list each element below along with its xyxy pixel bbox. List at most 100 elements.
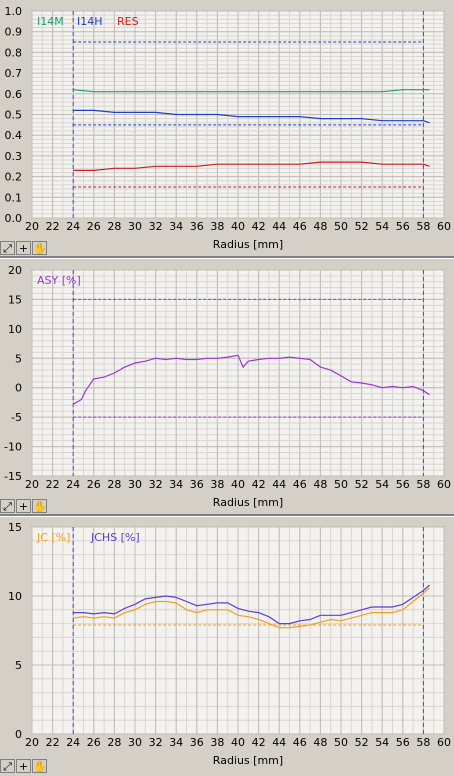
x-tick-label: 40	[231, 478, 245, 491]
x-axis-label: Radius [mm]	[213, 238, 283, 251]
x-tick-label: 28	[107, 736, 121, 749]
x-tick-label: 38	[210, 220, 224, 233]
y-tick-label: 1.0	[5, 5, 23, 18]
x-tick-label: 22	[46, 478, 60, 491]
crosshair-icon[interactable]: +	[16, 759, 31, 773]
x-tick-label: 32	[149, 220, 163, 233]
y-tick-label: -15	[4, 470, 22, 483]
x-tick-label: 38	[210, 736, 224, 749]
zoom-icon[interactable]: ⤢	[0, 759, 15, 773]
x-tick-label: 52	[355, 478, 369, 491]
x-tick-label: 42	[252, 220, 266, 233]
x-tick-label: 52	[355, 736, 369, 749]
x-tick-label: 34	[169, 736, 183, 749]
chart-3-svg[interactable]: 20 22 24 26 28 30 32 34 36 38 40 42 44 46 48 50 52 54 56 58…	[0, 516, 454, 776]
chart-2-svg[interactable]: 20 22 24 26 28 30 32 34 36 38 40 42 44 46 48 50 52 54 56 58…	[0, 258, 454, 516]
x-tick-label: 28	[107, 478, 121, 491]
hand-icon[interactable]: ✋	[32, 759, 47, 773]
legend-entry: RES	[117, 15, 139, 28]
x-tick-label: 32	[149, 736, 163, 749]
y-tick-label: 10	[8, 590, 22, 603]
series-line-i14m	[73, 89, 430, 93]
x-tick-label: 58	[416, 220, 430, 233]
chart-panel-3: 20 22 24 26 28 30 32 34 36 38 40 42 44 46 48 50 52 54 56 58…	[0, 516, 454, 776]
legend-entry: JCHS [%]	[90, 531, 140, 544]
series-line-jc	[73, 587, 430, 629]
zoom-icon[interactable]: ⤢	[0, 499, 15, 513]
crosshair-icon[interactable]: +	[16, 241, 31, 255]
x-tick-label: 46	[293, 220, 307, 233]
divider	[0, 256, 454, 259]
major-grid	[31, 269, 445, 477]
major-grid	[31, 10, 445, 219]
x-tick-label: 54	[375, 736, 389, 749]
series-line-res	[73, 161, 430, 171]
y-tick-label: 0.4	[5, 129, 23, 142]
y-tick-label: 15	[8, 521, 22, 534]
x-tick-label: 50	[334, 220, 348, 233]
x-axis-label: Radius [mm]	[213, 754, 283, 767]
x-tick-label: 58	[416, 736, 430, 749]
x-tick-label: 46	[293, 478, 307, 491]
y-tick-label: 10	[8, 323, 22, 336]
x-tick-label: 28	[107, 220, 121, 233]
x-tick-label: 22	[46, 736, 60, 749]
y-tick-label: 0.3	[5, 150, 23, 163]
x-tick-label: 44	[272, 220, 286, 233]
x-tick-label: 20	[25, 220, 39, 233]
chart-panel-2: 20 22 24 26 28 30 32 34 36 38 40 42 44 46 48 50 52 54 56 58…	[0, 258, 454, 516]
y-tick-label: 0.6	[5, 88, 23, 101]
x-tick-label: 30	[128, 220, 142, 233]
x-tick-label: 40	[231, 736, 245, 749]
x-tick-label: 56	[396, 736, 410, 749]
x-tick-label: 20	[25, 736, 39, 749]
x-tick-label: 38	[210, 478, 224, 491]
x-tick-label: 36	[190, 736, 204, 749]
y-tick-label: 5	[15, 659, 22, 672]
y-tick-label: -10	[4, 441, 22, 454]
chart-3-toolbar: ⤢ + ✋	[0, 758, 52, 774]
x-tick-label: 50	[334, 736, 348, 749]
y-tick-label: 20	[8, 264, 22, 277]
major-grid	[31, 526, 445, 735]
chart-1-toolbar: ⤢ + ✋	[0, 240, 52, 256]
y-tick-label: 0.8	[5, 46, 23, 59]
zoom-icon[interactable]: ⤢	[0, 241, 15, 255]
y-tick-label: 0.9	[5, 26, 23, 39]
x-tick-label: 26	[87, 220, 101, 233]
x-tick-label: 60	[437, 478, 451, 491]
x-tick-label: 36	[190, 478, 204, 491]
x-tick-label: 44	[272, 736, 286, 749]
x-tick-label: 42	[252, 736, 266, 749]
x-tick-label: 42	[252, 478, 266, 491]
legend-entry: I14H	[77, 15, 103, 28]
x-tick-label: 58	[416, 478, 430, 491]
divider	[0, 514, 454, 517]
x-tick-label: 54	[375, 220, 389, 233]
crosshair-icon[interactable]: +	[16, 499, 31, 513]
x-tick-label: 24	[66, 220, 80, 233]
y-tick-label: 0.0	[5, 212, 23, 225]
chart-2-toolbar: ⤢ + ✋	[0, 498, 52, 514]
chart-panel-1: 20 22 24 26 28 30 32 34 36 38 40 42 44 46 48 50 52 54 56 58…	[0, 0, 454, 258]
series-line-jchs	[73, 584, 430, 625]
x-tick-label: 30	[128, 736, 142, 749]
hand-icon[interactable]: ✋	[32, 499, 47, 513]
x-tick-label: 56	[396, 478, 410, 491]
x-tick-label: 32	[149, 478, 163, 491]
x-tick-label: 60	[437, 220, 451, 233]
x-tick-label: 34	[169, 478, 183, 491]
x-axis-label: Radius [mm]	[213, 496, 283, 509]
x-tick-label: 26	[87, 736, 101, 749]
legend-entry: ASY [%]	[37, 274, 81, 287]
y-tick-label: 0.5	[5, 109, 23, 122]
x-tick-label: 26	[87, 478, 101, 491]
x-tick-label: 48	[313, 220, 327, 233]
x-tick-label: 48	[313, 736, 327, 749]
y-tick-label: 0	[15, 382, 22, 395]
series-line-asy	[72, 354, 430, 405]
hand-icon[interactable]: ✋	[32, 241, 47, 255]
chart-1-svg[interactable]: 20 22 24 26 28 30 32 34 36 38 40 42 44 46 48 50 52 54 56 58…	[0, 0, 454, 258]
y-tick-label: 0.7	[5, 67, 23, 80]
y-tick-label: 15	[8, 293, 22, 306]
